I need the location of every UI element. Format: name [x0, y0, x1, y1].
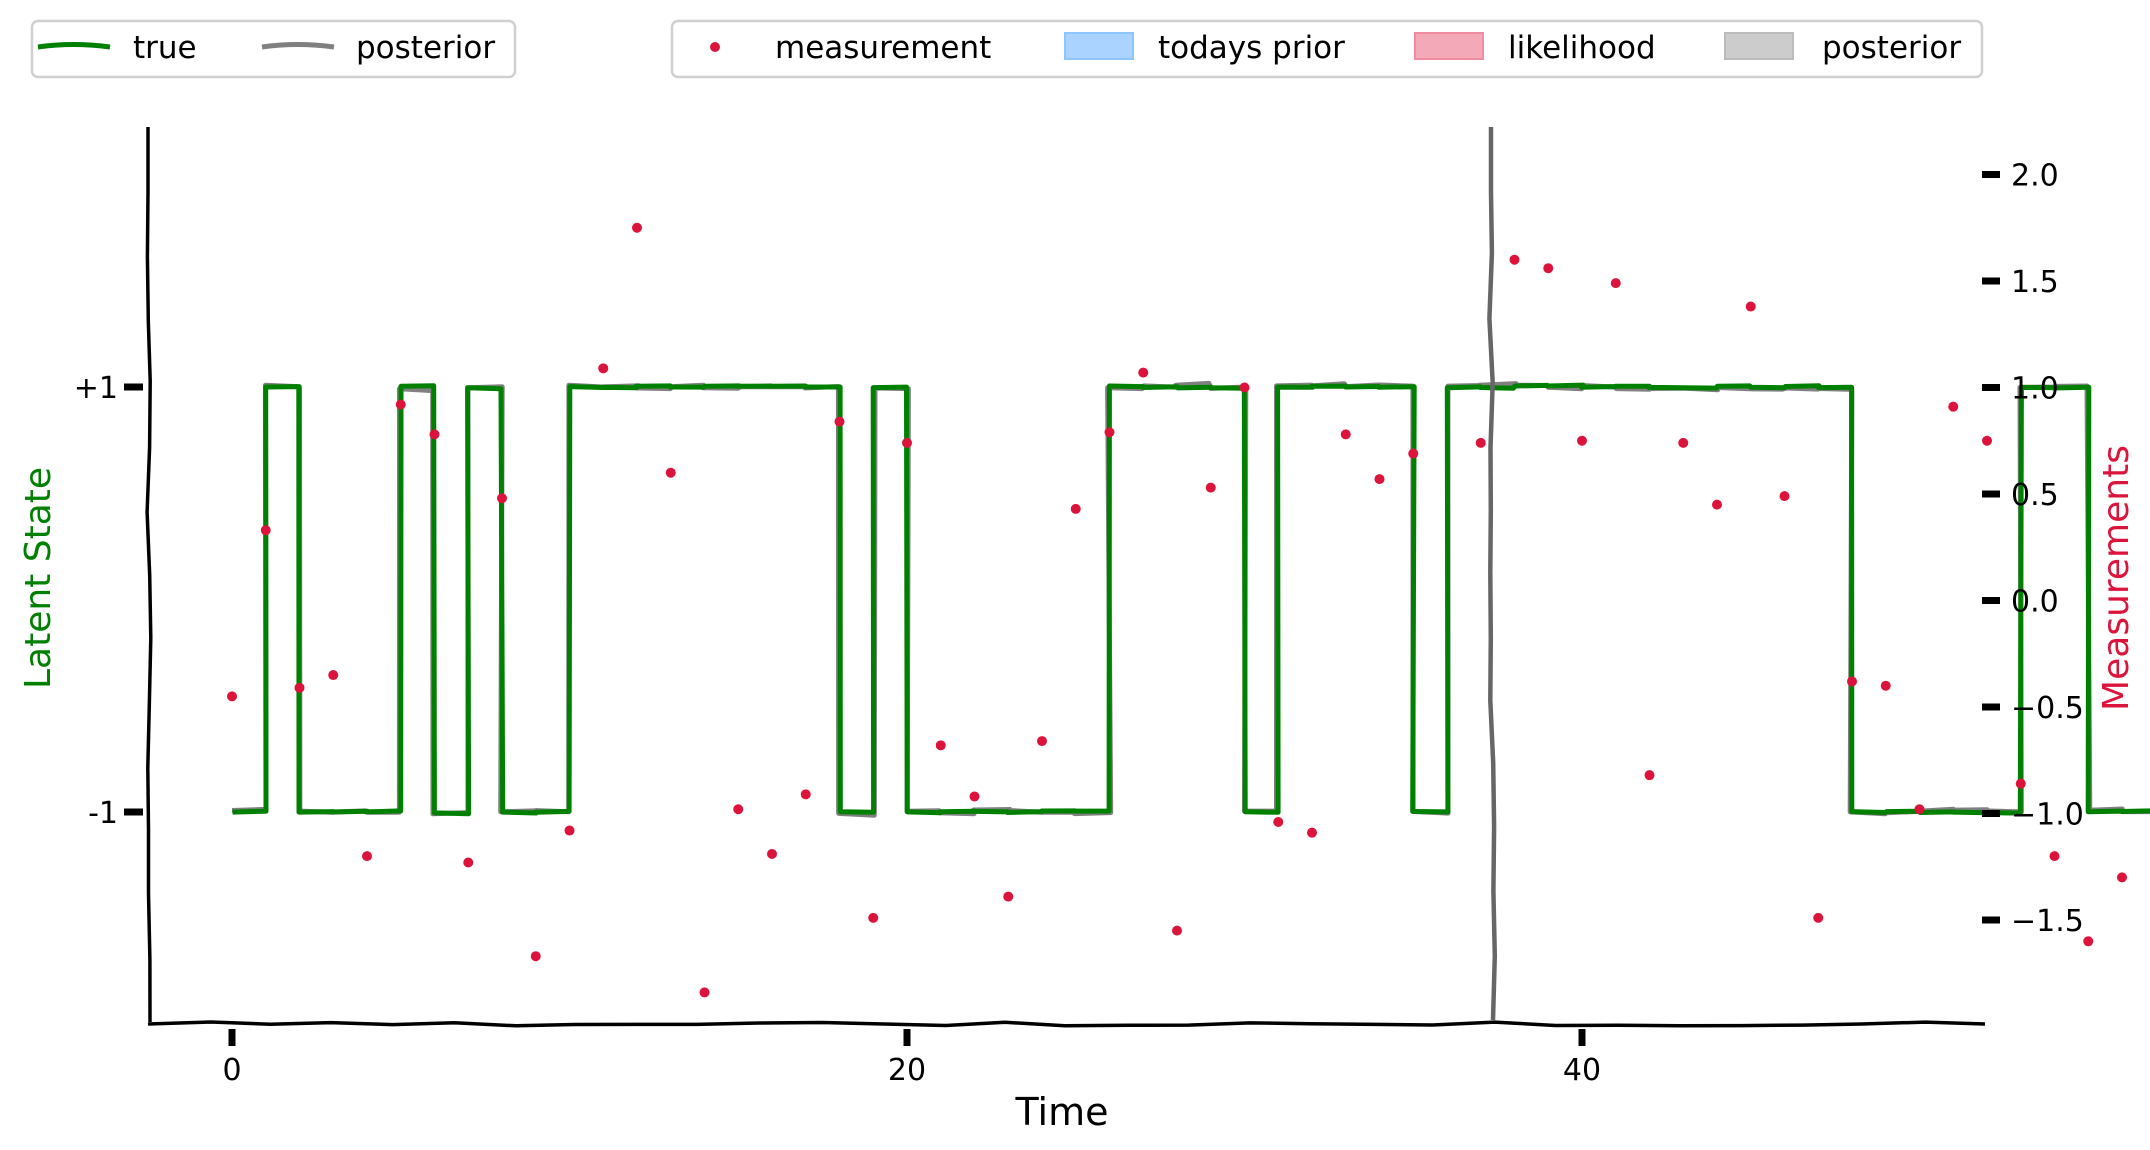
measurement-point	[1408, 448, 1419, 459]
measurement-point	[395, 399, 406, 410]
measurement-point	[260, 525, 271, 536]
right-axis-title: Measurements	[2096, 445, 2137, 711]
measurement-point	[1374, 474, 1385, 485]
x-tick-label: 40	[1563, 1053, 1601, 1088]
measurement-point	[1205, 482, 1216, 493]
measurement-point	[632, 222, 642, 233]
measurement-point	[665, 467, 676, 478]
measurement-point	[2049, 851, 2060, 862]
measurement-point	[1475, 437, 1486, 448]
measurement-point	[1172, 925, 1182, 936]
right-tick-label: 1.0	[2011, 372, 2059, 407]
measurement-point	[969, 791, 980, 802]
legend-patch-posterior	[1724, 32, 1794, 60]
measurement-point	[868, 912, 879, 923]
measurement-point	[1104, 427, 1115, 438]
left-tick-label: -1	[88, 796, 118, 831]
legend-label-true: true	[133, 30, 197, 66]
legend-label-posterior: posterior	[1822, 30, 1961, 66]
right-tick-label: 0.5	[2011, 478, 2059, 513]
legend-label-measurement: measurement	[775, 30, 991, 66]
right-tick-label: −0.5	[2011, 691, 2084, 726]
measurement-point	[1914, 804, 1925, 815]
measurement-point	[834, 416, 845, 427]
measurement-point	[1037, 736, 1047, 747]
measurement-point	[1644, 770, 1655, 781]
measurement-point	[429, 429, 440, 440]
measurement-point	[2117, 872, 2127, 883]
x-axis-line	[147, 1020, 1986, 1028]
series-lines	[231, 380, 2150, 818]
measurement-point	[497, 493, 507, 504]
measurement-point	[2015, 778, 2026, 789]
measurement-point	[767, 848, 777, 859]
measurement-point	[294, 682, 305, 693]
series-line-posterior	[231, 380, 2150, 818]
measurement-point	[2083, 936, 2094, 947]
measurement-point	[902, 437, 912, 448]
measurement-point	[564, 825, 575, 836]
measurement-point	[1779, 491, 1790, 502]
measurement-point	[530, 951, 541, 962]
measurement-point	[1543, 263, 1554, 274]
x-axis-title: Time	[1015, 1090, 1109, 1134]
measurement-point	[1003, 891, 1014, 902]
measurement-point	[328, 670, 339, 681]
measurement-point	[1880, 680, 1891, 691]
legend-label-posterior: posterior	[356, 30, 495, 66]
today-divider-line	[1487, 127, 1498, 1021]
legend-right-frame	[670, 19, 1984, 79]
left-axis-title: Latent State	[18, 467, 59, 689]
right-tick-label: 1.5	[2011, 265, 2059, 300]
measurement-point	[1982, 435, 1992, 446]
measurement-point	[800, 789, 811, 800]
measurement-point	[1712, 499, 1722, 510]
legend-line-true	[37, 42, 111, 50]
measurement-point	[699, 987, 710, 998]
measurement-point	[1678, 437, 1689, 448]
legend-label-todays-prior: todays prior	[1158, 30, 1345, 66]
measurement-point	[1948, 401, 1959, 412]
legend-left: true posterior	[30, 19, 517, 79]
right-tick-label: 0.0	[2011, 585, 2059, 620]
legend-line-posterior	[261, 42, 335, 50]
measurement-point	[598, 363, 609, 374]
measurement-point	[1610, 278, 1621, 289]
legend-marker-measurement	[710, 42, 720, 52]
measurement-point	[1577, 435, 1587, 446]
measurement-point	[1745, 301, 1756, 312]
legend-patch-todays-prior	[1064, 32, 1134, 60]
measurement-point	[935, 740, 946, 751]
left-axis-line	[145, 127, 153, 1023]
measurement-point	[1138, 367, 1149, 378]
x-tick-label: 20	[888, 1053, 926, 1088]
measurement-point	[1273, 817, 1284, 828]
right-tick-label: −1.5	[2011, 904, 2084, 939]
series-line-true	[232, 382, 2150, 817]
measurement-point	[1509, 254, 1520, 265]
legend-patch-likelihood	[1414, 32, 1484, 60]
right-tick-label: −1.0	[2011, 798, 2084, 833]
right-tick-label: 2.0	[2011, 159, 2059, 194]
measurement-point	[1070, 503, 1081, 514]
measurement-point	[733, 804, 744, 815]
x-tick-label: 0	[222, 1053, 241, 1088]
measurement-point	[1239, 382, 1250, 393]
left-tick-label: +1	[74, 371, 118, 406]
axes: 020406080100+1-12.01.51.00.50.0−0.5−1.0−…	[74, 127, 2084, 1088]
legend-right: measurement todays prior likelihood posteri…	[670, 19, 1984, 79]
measurement-point	[362, 851, 372, 862]
measurement-point	[227, 691, 237, 702]
measurement-points	[227, 222, 2127, 998]
measurement-point	[463, 857, 474, 868]
measurement-point	[1340, 429, 1351, 440]
legend-left-frame	[30, 19, 517, 79]
measurement-point	[1847, 676, 1857, 687]
measurement-point	[1307, 827, 1317, 838]
measurement-point	[1813, 912, 1824, 923]
legend-label-likelihood: likelihood	[1508, 30, 1656, 66]
